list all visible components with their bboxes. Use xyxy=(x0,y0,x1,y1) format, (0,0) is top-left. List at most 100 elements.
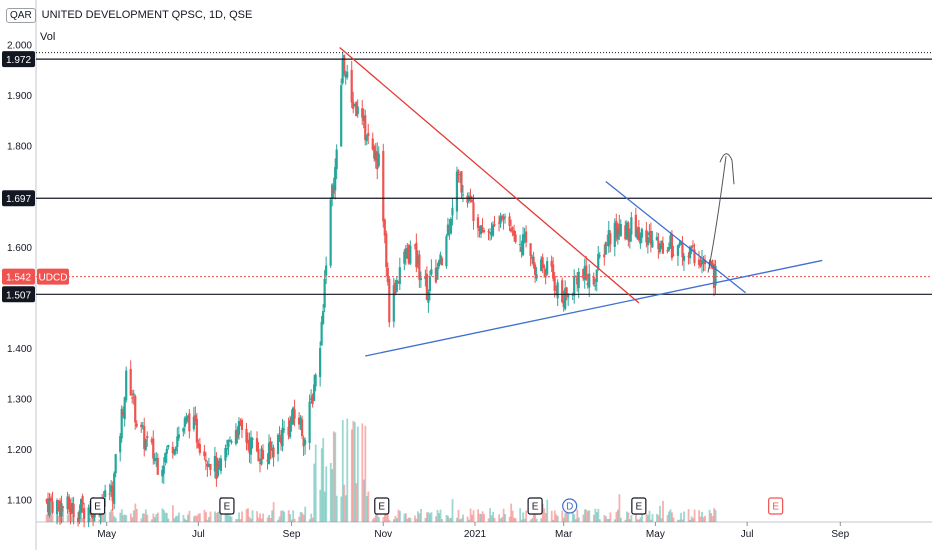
candle-body xyxy=(185,416,188,422)
plot-area[interactable] xyxy=(36,0,932,522)
earnings-marker-label: E xyxy=(94,502,101,513)
volume-bar xyxy=(598,519,601,522)
earnings-marker[interactable] xyxy=(219,497,235,515)
candle-body xyxy=(161,470,164,477)
candle-body xyxy=(61,506,65,508)
volume-bar xyxy=(143,513,146,522)
candle-body xyxy=(648,232,651,235)
candle-body xyxy=(669,235,672,249)
volume-bar xyxy=(531,518,534,522)
volume-bar xyxy=(319,489,322,522)
trendline-wedge-top[interactable] xyxy=(605,181,746,294)
trendline-resistance[interactable] xyxy=(339,47,640,304)
candle-body xyxy=(518,244,522,246)
candle-body xyxy=(445,236,448,267)
volume-bar xyxy=(367,491,370,522)
volume-bar xyxy=(711,515,714,522)
candle-body xyxy=(588,273,591,288)
volume-bar xyxy=(178,512,180,522)
candle-body xyxy=(57,501,60,504)
volume-bar xyxy=(519,508,522,522)
volume-bar xyxy=(66,514,69,522)
candle-body xyxy=(645,230,648,243)
candle-body xyxy=(257,448,260,462)
earnings-marker[interactable] xyxy=(90,497,106,515)
volume-bar xyxy=(311,517,314,522)
candle-body xyxy=(392,285,395,322)
candle-body xyxy=(237,421,241,435)
volume-bar xyxy=(481,511,484,522)
candle-body xyxy=(395,279,398,292)
volume-bar xyxy=(562,517,565,522)
candle-body xyxy=(711,263,714,268)
candle-body xyxy=(699,262,702,267)
volume-bar xyxy=(125,515,128,522)
candle-body xyxy=(60,503,63,517)
volume-indicator-label[interactable]: Vol xyxy=(40,31,56,43)
candle-body xyxy=(331,184,334,199)
volume-bar xyxy=(418,513,421,522)
candle-body xyxy=(574,276,577,278)
volume-bar xyxy=(577,517,580,522)
volume-bar xyxy=(131,517,134,522)
earnings-marker[interactable] xyxy=(768,497,784,515)
candle-body xyxy=(70,503,74,514)
candle-body xyxy=(313,384,316,401)
y-tick-label: 2.000 xyxy=(7,41,32,52)
candle-body xyxy=(666,250,669,252)
volume-bar xyxy=(47,516,50,522)
candle-body xyxy=(460,170,463,193)
earnings-marker[interactable] xyxy=(374,497,390,515)
earnings-marker[interactable] xyxy=(527,497,543,515)
candle-body xyxy=(182,428,185,432)
sketch-arrow[interactable] xyxy=(707,156,727,273)
symbol-title[interactable]: UNITED DEVELOPMENT QPSC, 1D, QSE xyxy=(41,9,253,21)
volume-bar xyxy=(540,518,543,522)
candle-body xyxy=(209,464,212,470)
trendline-support[interactable] xyxy=(365,259,823,357)
volume-bar xyxy=(377,517,380,522)
candle-body xyxy=(482,229,486,233)
candle-body xyxy=(320,321,323,346)
volume-bar xyxy=(460,518,463,522)
volume-bar xyxy=(459,519,461,522)
volume-bar xyxy=(669,509,672,522)
candle-body xyxy=(508,216,511,226)
volume-bars xyxy=(45,418,717,522)
volume-bar xyxy=(514,518,517,522)
candle-body xyxy=(344,74,347,78)
candle-body xyxy=(434,267,437,283)
candle-body xyxy=(140,424,143,428)
currency-badge[interactable]: QAR xyxy=(6,7,36,23)
earnings-marker-label: E xyxy=(636,502,643,513)
volume-bar xyxy=(245,509,248,522)
volume-bar xyxy=(165,512,168,522)
candle-body xyxy=(146,435,149,439)
volume-bar xyxy=(108,512,111,522)
candle-body xyxy=(615,220,618,238)
volume-bar xyxy=(615,511,618,522)
y-tick-label: 1.100 xyxy=(7,496,32,507)
volume-bar xyxy=(477,509,479,522)
candle-body xyxy=(418,254,421,280)
volume-bar xyxy=(176,515,179,522)
candle-body xyxy=(293,409,296,419)
earnings-marker[interactable] xyxy=(631,497,647,515)
level-price-tag xyxy=(2,190,35,207)
candle-body xyxy=(646,237,649,246)
volume-bar xyxy=(289,514,292,522)
volume-bar xyxy=(290,519,293,522)
volume-bar xyxy=(561,510,564,522)
volume-bar xyxy=(164,512,167,522)
volume-bar xyxy=(438,513,440,522)
candle-body xyxy=(251,438,254,441)
volume-bar xyxy=(647,515,649,522)
volume-bar xyxy=(520,519,523,522)
candle-body xyxy=(397,281,400,283)
dividend-marker[interactable] xyxy=(562,498,578,514)
candle-body xyxy=(171,446,174,454)
candle-body xyxy=(425,273,428,300)
volume-bar xyxy=(313,463,316,522)
candle-body xyxy=(266,459,269,461)
